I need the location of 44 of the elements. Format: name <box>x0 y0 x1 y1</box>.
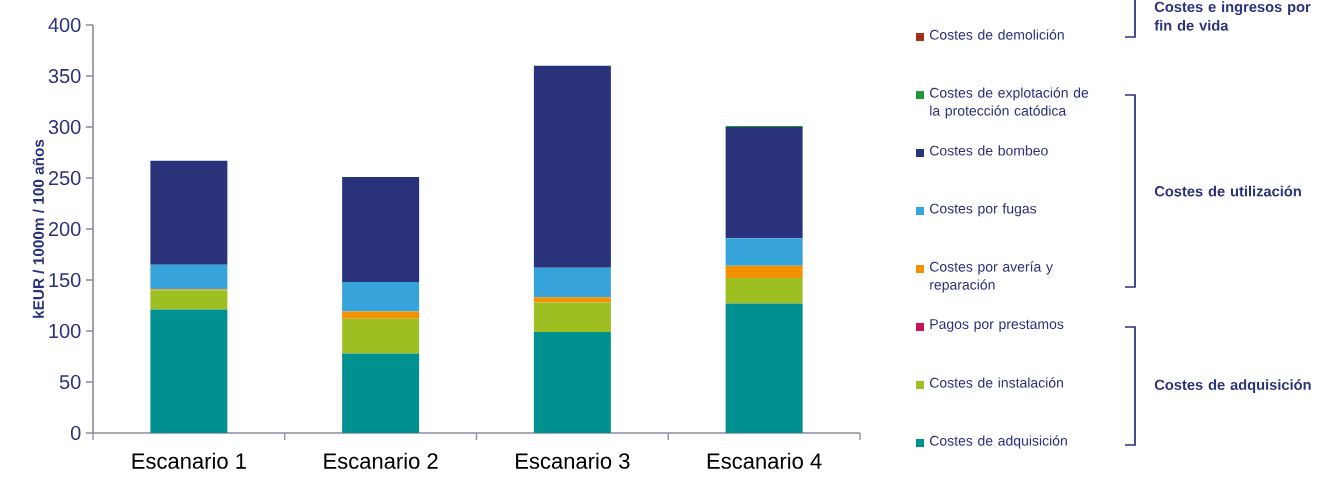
bar <box>533 297 611 303</box>
y-axis-title: kEUR / 1000m / 100 años <box>32 139 45 318</box>
y-tick-label: 0 <box>70 425 81 441</box>
bar <box>725 127 803 239</box>
bar <box>150 290 228 310</box>
bar <box>533 267 611 298</box>
text: Costes de utilización <box>1154 185 1301 197</box>
legend-label: Costes de demolición <box>929 29 1064 40</box>
bar <box>533 65 611 268</box>
bar <box>725 265 803 278</box>
bar <box>725 277 803 304</box>
y-tick-label: 350 <box>48 68 81 84</box>
bar <box>342 176 420 283</box>
bar <box>725 238 803 266</box>
text: Costes de adquisición <box>1154 379 1311 393</box>
bar <box>342 311 420 319</box>
legend-label: Costes de bombeo <box>929 145 1048 156</box>
x-tick-label: Escanario 1 <box>132 452 246 469</box>
legend-label: Pagos por prestamos <box>930 319 1064 332</box>
y-tick-label: 150 <box>49 272 81 288</box>
bar <box>533 302 611 333</box>
legend-label: Costes por fugas <box>929 203 1037 217</box>
x-tick-label: Escanario 3 <box>516 452 630 469</box>
bar <box>150 264 228 290</box>
y-tick-label: 300 <box>48 119 81 135</box>
text: Costes e ingresos por fin de vida <box>1154 1 1311 31</box>
bar <box>342 282 420 312</box>
legend-label: Costes por avería y reparación <box>929 261 1053 293</box>
y-tick-label: 200 <box>48 221 81 237</box>
x-tick-label: Escanario 4 <box>707 452 822 469</box>
bar <box>150 160 228 265</box>
legend-label: Costes de explotación de la protección catódica <box>929 87 1089 119</box>
legend-label: Costes de instalación <box>929 377 1063 388</box>
y-tick-label: 250 <box>48 170 81 186</box>
y-tick-label: 50 <box>59 374 81 390</box>
y-tick-label: 100 <box>49 323 81 339</box>
bar <box>725 303 803 433</box>
bar <box>150 309 228 433</box>
bar <box>342 318 420 354</box>
legend-label: Costes de adquisición <box>929 435 1067 449</box>
x-tick-label: Escanario 2 <box>324 452 438 469</box>
bar <box>342 353 420 433</box>
y-tick-label: 400 <box>48 17 81 33</box>
bar <box>533 332 611 433</box>
